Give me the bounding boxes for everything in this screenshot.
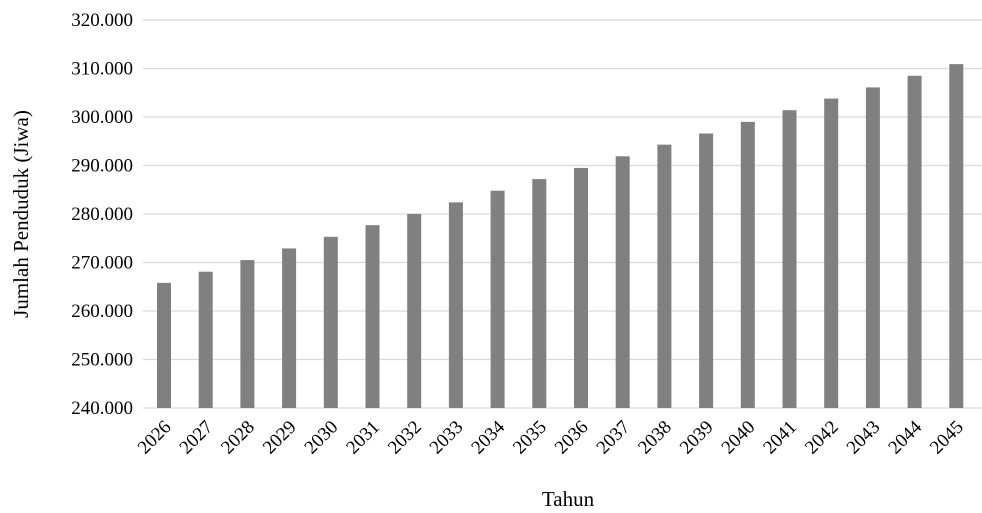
x-tick-label: 2030 <box>301 417 343 459</box>
x-tick-label: 2040 <box>718 417 760 459</box>
bar-2032 <box>407 214 422 408</box>
bar-2039 <box>699 133 714 409</box>
bar-2040 <box>740 121 755 408</box>
y-axis-title: Jumlah Penduduk (Jiwa) <box>9 110 33 318</box>
y-tick-label: 310.000 <box>71 59 133 80</box>
x-tick-label: 2043 <box>843 417 885 459</box>
y-tick-label: 280.000 <box>71 204 133 225</box>
x-tick-label: 2039 <box>676 417 718 459</box>
x-tick-label: 2042 <box>801 417 843 459</box>
y-tick-label: 260.000 <box>71 301 133 322</box>
x-tick-label: 2037 <box>593 417 635 459</box>
x-tick-label: 2034 <box>467 416 509 458</box>
x-tick-label: 2044 <box>884 416 926 458</box>
y-tick-label: 300.000 <box>71 107 133 128</box>
y-axis-ticks: 240.000 250.000 260.000 270.000 280.000 290.0… <box>71 10 133 419</box>
bar-2029 <box>282 248 297 408</box>
bar-2036 <box>574 167 588 408</box>
bar-2033 <box>448 202 463 408</box>
bar-2030 <box>323 236 338 408</box>
x-tick-label: 2031 <box>342 417 384 459</box>
x-tick-label: 2035 <box>509 417 551 459</box>
bar-2044 <box>907 75 922 409</box>
x-tick-label: 2028 <box>217 417 259 459</box>
bar-2027 <box>198 271 213 408</box>
bar-2042 <box>824 98 839 408</box>
x-tick-label: 2041 <box>759 417 801 459</box>
x-tick-label: 2045 <box>926 417 968 459</box>
y-tick-label: 320.000 <box>71 10 133 31</box>
bar-2035 <box>532 179 547 408</box>
bar-2031 <box>365 225 380 408</box>
x-tick-label: 2027 <box>176 417 218 459</box>
bar-2026 <box>157 282 171 408</box>
bar-2038 <box>657 144 672 408</box>
y-tick-label: 270.000 <box>71 253 133 274</box>
x-tick-label: 2038 <box>634 417 676 459</box>
bar-2041 <box>782 110 797 409</box>
bar-2045 <box>949 64 964 408</box>
y-tick-label: 290.000 <box>71 156 133 177</box>
y-tick-label: 250.000 <box>71 350 133 371</box>
x-tick-label: 2036 <box>551 417 593 459</box>
x-axis-title: Tahun <box>542 487 595 511</box>
x-tick-label: 2033 <box>426 417 468 459</box>
bars <box>157 64 964 409</box>
x-tick-label: 2029 <box>259 417 301 459</box>
x-tick-label: 2032 <box>384 417 426 459</box>
bar-2037 <box>615 156 630 408</box>
bar-2034 <box>490 190 505 408</box>
bar-2028 <box>240 260 255 408</box>
bar-2043 <box>865 87 880 408</box>
y-tick-label: 240.000 <box>71 398 133 419</box>
x-axis-ticks: 2026 2027 2028 2029 2030 2031 2032 2033 2034 2035… <box>134 416 968 458</box>
x-tick-label: 2026 <box>134 417 176 459</box>
gridlines <box>143 19 982 409</box>
